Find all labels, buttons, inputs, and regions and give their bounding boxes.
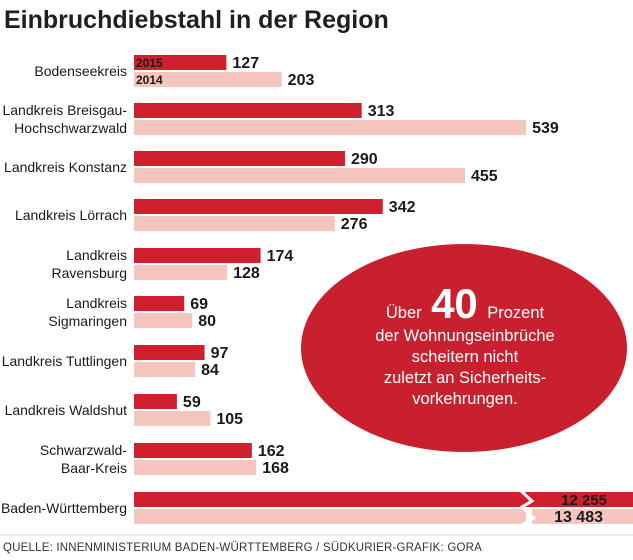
plot-area: Bodenseekreis 127 203 Landkreis Breisgau- Ho… bbox=[1, 55, 633, 532]
bar-segment bbox=[520, 492, 633, 507]
bar bbox=[134, 151, 345, 166]
bar bbox=[134, 313, 193, 328]
callout-number: 40 bbox=[431, 280, 478, 327]
value-label: 13 483 bbox=[554, 509, 603, 526]
bar bbox=[134, 168, 466, 183]
value-label: 342 bbox=[389, 199, 416, 216]
callout-pre: Über bbox=[386, 304, 422, 322]
chart-title: Einbruchdiebstahl in der Region bbox=[4, 6, 389, 34]
bar bbox=[134, 199, 383, 214]
bar bbox=[134, 216, 335, 231]
bar-segment bbox=[134, 492, 520, 507]
category-label: Baar-Kreis bbox=[61, 460, 127, 476]
value-label: 174 bbox=[267, 248, 294, 265]
bar bbox=[134, 265, 228, 280]
category-label: Landkreis Breisgau- bbox=[2, 102, 127, 118]
value-label: 80 bbox=[198, 313, 216, 330]
bar bbox=[134, 103, 362, 118]
legend-label: 2014 bbox=[136, 73, 163, 87]
bar-segment bbox=[134, 509, 526, 524]
value-label: 203 bbox=[288, 72, 315, 89]
bar bbox=[134, 120, 527, 135]
category-label: Landkreis bbox=[66, 295, 127, 311]
category-label: Landkreis Konstanz bbox=[4, 159, 127, 175]
callout-ellipse bbox=[301, 244, 627, 452]
bar bbox=[134, 345, 205, 360]
callout-line-2: scheitern nicht bbox=[412, 348, 519, 366]
value-label: 128 bbox=[233, 265, 260, 282]
callout-badge: Über 40 Prozent der Wohnungseinbrüche sc… bbox=[301, 244, 627, 452]
bar bbox=[134, 296, 185, 311]
value-label: 290 bbox=[351, 151, 378, 168]
bar bbox=[134, 460, 257, 475]
bar bbox=[134, 362, 196, 377]
value-label: 168 bbox=[262, 460, 289, 477]
callout-line-4: vorkehrungen. bbox=[412, 390, 518, 408]
category-label: Landkreis Waldshut bbox=[5, 402, 128, 418]
category-label: Landkreis bbox=[66, 247, 127, 263]
bar-segment bbox=[532, 509, 633, 524]
axis-break-mark bbox=[518, 488, 537, 532]
value-label: 162 bbox=[258, 443, 285, 460]
callout-line-3: zuletzt an Sicherheits- bbox=[384, 369, 546, 387]
source-note: QUELLE: INNENMINISTERIUM BADEN-WÜRTTEMBE… bbox=[3, 542, 482, 554]
callout-headline: Über 40 Prozent bbox=[386, 280, 545, 327]
value-label: 539 bbox=[532, 120, 559, 137]
category-label: Hochschwarzwald bbox=[14, 120, 127, 136]
value-label: 105 bbox=[216, 411, 243, 428]
bar bbox=[134, 72, 282, 87]
bar bbox=[134, 394, 177, 409]
bar bbox=[134, 248, 261, 263]
category-label: Ravensburg bbox=[52, 265, 128, 281]
value-label: 12 255 bbox=[561, 492, 607, 509]
bar bbox=[134, 411, 211, 426]
category-label: Sigmaringen bbox=[48, 313, 127, 329]
value-label: 455 bbox=[471, 168, 498, 185]
callout-line-1: der Wohnungseinbrüche bbox=[375, 327, 555, 345]
category-label: Baden-Württemberg bbox=[1, 500, 127, 516]
value-label: 276 bbox=[341, 216, 368, 233]
value-label: 127 bbox=[232, 55, 259, 72]
value-label: 69 bbox=[190, 296, 208, 313]
value-label: 97 bbox=[211, 345, 229, 362]
value-label: 84 bbox=[201, 362, 219, 379]
callout-post: Prozent bbox=[487, 304, 544, 322]
value-label: 313 bbox=[368, 103, 395, 120]
bar bbox=[134, 443, 252, 458]
value-label: 59 bbox=[183, 394, 201, 411]
bar bbox=[134, 55, 227, 70]
legend-label: 2015 bbox=[136, 56, 163, 70]
category-label: Bodenseekreis bbox=[34, 63, 127, 79]
category-label: Landkreis Lörrach bbox=[15, 207, 127, 223]
category-label: Landkreis Tuttlingen bbox=[2, 353, 127, 369]
category-label: Schwarzwald- bbox=[40, 442, 127, 458]
